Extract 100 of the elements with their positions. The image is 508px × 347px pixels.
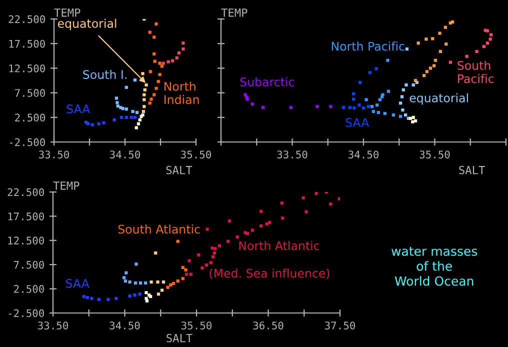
x-axis-title: SALT (166, 166, 192, 174)
point (374, 67, 378, 70)
point (97, 122, 100, 126)
point (200, 266, 204, 270)
point (158, 62, 162, 65)
point (148, 30, 152, 34)
point (211, 255, 215, 258)
y-tick-label: 2.500 (14, 285, 44, 293)
point (434, 58, 438, 62)
point (124, 116, 128, 119)
y-axis-title: TEMP (221, 8, 248, 17)
point (144, 83, 148, 86)
point (138, 281, 142, 285)
point (152, 36, 156, 39)
point (153, 60, 156, 63)
point (486, 42, 490, 45)
point (131, 110, 134, 114)
point (82, 294, 86, 298)
point (181, 277, 184, 280)
point (138, 292, 142, 296)
point (392, 113, 395, 116)
point (156, 80, 160, 84)
x-tick-label: 34.50 (348, 150, 379, 158)
point (133, 78, 136, 82)
point (342, 106, 346, 110)
point (204, 264, 208, 267)
point (206, 228, 209, 231)
point (358, 104, 361, 107)
point (444, 26, 447, 29)
point (358, 80, 362, 84)
point (404, 83, 408, 86)
point (236, 235, 239, 239)
point (404, 113, 408, 116)
point (138, 118, 142, 122)
point (368, 71, 372, 74)
point (154, 86, 158, 90)
point (171, 59, 174, 62)
point (90, 296, 94, 300)
annotation: SAA (346, 118, 370, 127)
point (144, 281, 148, 285)
y-axis-title: TEMP (54, 8, 80, 17)
point (128, 280, 132, 284)
point (154, 22, 158, 26)
point (102, 121, 106, 124)
point (383, 112, 386, 116)
point (210, 246, 214, 250)
point (398, 114, 402, 118)
point (160, 64, 164, 68)
point (329, 202, 332, 206)
point (172, 282, 176, 286)
point (158, 73, 162, 76)
point (128, 294, 132, 298)
point (156, 280, 160, 284)
point (405, 47, 409, 51)
point (134, 126, 138, 130)
annotation: Subarctic (240, 77, 294, 86)
point (136, 122, 140, 126)
point (268, 220, 272, 224)
x-tick-label: 37.50 (325, 322, 356, 330)
annotation: SAA (66, 104, 90, 114)
x-tick-label: 35.50 (420, 150, 450, 158)
point (86, 296, 89, 300)
point (400, 95, 404, 98)
point (176, 280, 180, 283)
point (184, 272, 188, 276)
point (86, 122, 90, 126)
point (124, 107, 128, 111)
point (416, 42, 420, 45)
point (352, 92, 356, 96)
point (176, 240, 180, 243)
point (134, 262, 138, 266)
point (114, 96, 118, 100)
point (181, 266, 184, 270)
point (142, 98, 146, 102)
point (226, 240, 230, 243)
annotation: North Pacific (332, 42, 404, 51)
point (134, 281, 138, 285)
annotation: North Atlantic (239, 240, 320, 250)
annotation: (Med. Sea influence) (210, 268, 330, 280)
point (189, 272, 192, 276)
point (152, 93, 156, 96)
point (120, 116, 124, 119)
y-axis-title: TEMP (53, 182, 80, 190)
point (212, 251, 216, 255)
annotation: equatorial (58, 18, 116, 30)
point (438, 50, 442, 54)
point (122, 276, 126, 280)
y-tick-label: 12.500 (9, 64, 45, 72)
x-tick-label: 35.50 (181, 150, 212, 158)
point (188, 259, 191, 262)
point (401, 108, 404, 112)
x-tick-label: 35.50 (182, 322, 212, 330)
point (414, 119, 418, 122)
x-tick-label: 34.50 (110, 150, 140, 158)
y-tick-label: 7.500 (15, 89, 45, 97)
point (386, 90, 390, 93)
point (302, 196, 305, 200)
point (432, 64, 436, 68)
point (352, 98, 356, 101)
point (260, 210, 263, 213)
